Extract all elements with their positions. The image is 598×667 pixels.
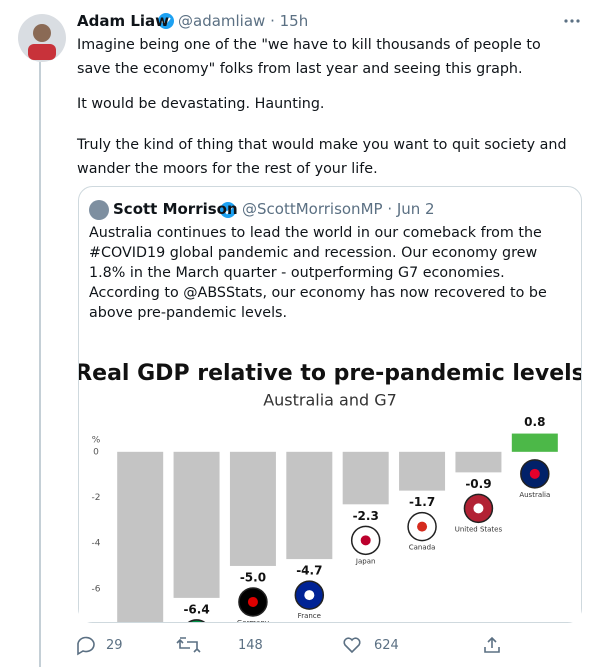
- quote-box[interactable]: [78, 186, 582, 623]
- flag-emblem: [529, 468, 540, 479]
- author-name[interactable]: Adam Liaw: [77, 12, 169, 30]
- category-label: Canada: [409, 544, 436, 552]
- y-tick-label: 0: [93, 447, 99, 457]
- quote-avatar: [89, 200, 109, 220]
- action-icons: [77, 636, 500, 656]
- flag-emblem: [417, 521, 428, 532]
- avatar-shirt: [28, 44, 56, 60]
- bar: [229, 451, 276, 566]
- chart-subtitle: Australia and G7: [263, 391, 397, 410]
- value-label: -1.7: [409, 495, 435, 509]
- quote-author-meta: @ScottMorrisonMP · Jun 2: [242, 200, 435, 218]
- bar: [399, 451, 446, 491]
- quote-author-name[interactable]: Scott Morrison: [113, 200, 238, 218]
- reply-count: 29: [106, 638, 123, 653]
- flag: [187, 619, 206, 622]
- reply-icon[interactable]: [77, 636, 95, 656]
- value-label: 0.8: [524, 415, 545, 429]
- flag-emblem: [473, 503, 484, 514]
- avatar-face: [33, 24, 51, 42]
- category-label: Germany: [237, 619, 269, 627]
- share-icon[interactable]: [484, 636, 500, 653]
- tweet-paragraph: Imagine being one of the "we have to kil…: [77, 37, 541, 77]
- bar: [173, 451, 220, 598]
- flag-emblem: [304, 590, 315, 601]
- bar: [286, 451, 333, 560]
- author-meta: @adamliaw · 15h: [178, 12, 309, 30]
- value-label: -0.9: [465, 477, 491, 491]
- y-axis-label: %: [92, 436, 101, 446]
- y-tick-label: -4: [92, 539, 101, 549]
- category-label: Australia: [519, 491, 550, 499]
- like-icon[interactable]: [343, 637, 361, 654]
- like-count: 624: [374, 638, 399, 653]
- value-label: -2.3: [353, 509, 379, 523]
- bar: [511, 433, 558, 452]
- more-button[interactable]: [564, 19, 580, 23]
- value-label: -6.4: [183, 602, 209, 616]
- y-tick-label: -2: [92, 493, 101, 503]
- y-tick-label: -6: [92, 584, 101, 594]
- bar: [455, 451, 502, 473]
- flag-emblem: [247, 596, 258, 607]
- chart-title: Real GDP relative to pre-pandemic levels: [75, 361, 585, 386]
- retweet-count: 148: [238, 638, 263, 653]
- value-label: -4.7: [296, 564, 322, 578]
- tweet-paragraph: It would be devastating. Haunting.: [77, 96, 325, 112]
- quote-text: Australia continues to lead the world in…: [89, 225, 547, 321]
- value-label: -5.0: [240, 570, 266, 584]
- category-label: France: [298, 612, 321, 620]
- tweet-paragraph: Truly the kind of thing that would make …: [77, 137, 567, 177]
- category-label: Japan: [355, 557, 376, 565]
- verified-badge: [158, 13, 174, 29]
- verified-badge: [220, 202, 236, 218]
- retweet-icon[interactable]: [176, 637, 201, 653]
- chart: Real GDP relative to pre-pandemic levels…: [75, 345, 585, 639]
- flag-emblem: [360, 535, 371, 546]
- category-label: United States: [455, 525, 503, 533]
- flag-emblem: [192, 629, 202, 639]
- bar: [342, 451, 389, 505]
- bar: [117, 451, 164, 622]
